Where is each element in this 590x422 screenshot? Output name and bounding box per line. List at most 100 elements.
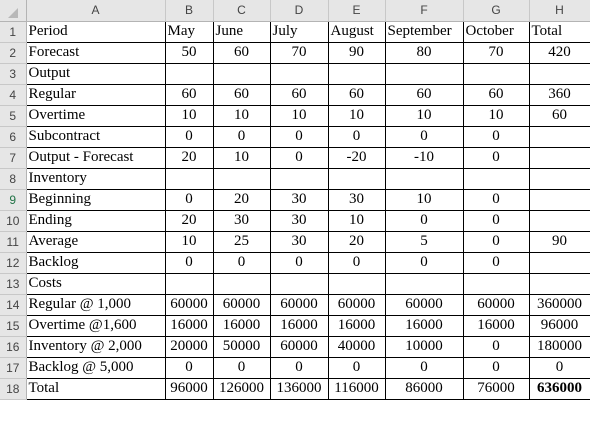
row-header-13[interactable]: 13 xyxy=(0,273,27,295)
cell-f17[interactable]: 0 xyxy=(384,356,464,379)
cell-b2[interactable]: 50 xyxy=(164,41,214,64)
cell-a4[interactable]: Regular xyxy=(25,83,166,106)
cell-b7[interactable]: 20 xyxy=(164,146,214,169)
cell-f7[interactable]: -10 xyxy=(384,146,464,169)
cell-f9[interactable]: 10 xyxy=(384,188,464,211)
cell-c18[interactable]: 126000 xyxy=(212,377,271,400)
cell-d13[interactable] xyxy=(269,272,329,295)
cell-f1[interactable]: September xyxy=(384,20,464,43)
cell-h7[interactable] xyxy=(528,146,590,169)
cell-g5[interactable]: 10 xyxy=(462,104,530,127)
cell-d1[interactable]: July xyxy=(269,20,329,43)
cell-e17[interactable]: 0 xyxy=(327,356,386,379)
cell-h8[interactable] xyxy=(528,167,590,190)
cell-a2[interactable]: Forecast xyxy=(25,41,166,64)
cell-h15[interactable]: 96000 xyxy=(528,314,590,337)
cell-e14[interactable]: 60000 xyxy=(327,293,386,316)
cell-g8[interactable] xyxy=(462,167,530,190)
cell-a16[interactable]: Inventory @ 2,000 xyxy=(25,335,166,358)
cell-d10[interactable]: 30 xyxy=(269,209,329,232)
row-header-16[interactable]: 16 xyxy=(0,336,27,358)
cell-e8[interactable] xyxy=(327,167,386,190)
cell-d14[interactable]: 60000 xyxy=(269,293,329,316)
cell-e6[interactable]: 0 xyxy=(327,125,386,148)
cell-c7[interactable]: 10 xyxy=(212,146,271,169)
cell-e2[interactable]: 90 xyxy=(327,41,386,64)
cell-b8[interactable] xyxy=(164,167,214,190)
row-header-17[interactable]: 17 xyxy=(0,357,27,379)
cell-g3[interactable] xyxy=(462,62,530,85)
cell-d16[interactable]: 60000 xyxy=(269,335,329,358)
cell-b3[interactable] xyxy=(164,62,214,85)
cell-a7[interactable]: Output - Forecast xyxy=(25,146,166,169)
cell-b14[interactable]: 60000 xyxy=(164,293,214,316)
cell-c3[interactable] xyxy=(212,62,271,85)
row-header-1[interactable]: 1 xyxy=(0,21,27,43)
cell-d12[interactable]: 0 xyxy=(269,251,329,274)
cell-e7[interactable]: -20 xyxy=(327,146,386,169)
cell-h11[interactable]: 90 xyxy=(528,230,590,253)
cell-b12[interactable]: 0 xyxy=(164,251,214,274)
cell-h6[interactable] xyxy=(528,125,590,148)
cell-f5[interactable]: 10 xyxy=(384,104,464,127)
row-header-8[interactable]: 8 xyxy=(0,168,27,190)
cell-a5[interactable]: Overtime xyxy=(25,104,166,127)
cell-d15[interactable]: 16000 xyxy=(269,314,329,337)
cell-e9[interactable]: 30 xyxy=(327,188,386,211)
cell-a6[interactable]: Subcontract xyxy=(25,125,166,148)
row-header-18[interactable]: 18 xyxy=(0,378,27,400)
cell-e16[interactable]: 40000 xyxy=(327,335,386,358)
cell-d5[interactable]: 10 xyxy=(269,104,329,127)
cell-a9[interactable]: Beginning xyxy=(25,188,166,211)
cell-a3[interactable]: Output xyxy=(25,62,166,85)
cell-f8[interactable] xyxy=(384,167,464,190)
row-header-14[interactable]: 14 xyxy=(0,294,27,316)
cell-c13[interactable] xyxy=(212,272,271,295)
row-header-7[interactable]: 7 xyxy=(0,147,27,169)
cell-c11[interactable]: 25 xyxy=(212,230,271,253)
cell-c14[interactable]: 60000 xyxy=(212,293,271,316)
cell-b15[interactable]: 16000 xyxy=(164,314,214,337)
cell-a1[interactable]: Period xyxy=(25,20,166,43)
cell-d17[interactable]: 0 xyxy=(269,356,329,379)
column-header-g[interactable]: G xyxy=(463,0,530,22)
cell-h1[interactable]: Total xyxy=(528,20,590,43)
cell-c8[interactable] xyxy=(212,167,271,190)
cell-a17[interactable]: Backlog @ 5,000 xyxy=(25,356,166,379)
cell-a15[interactable]: Overtime @1,600 xyxy=(25,314,166,337)
cell-e4[interactable]: 60 xyxy=(327,83,386,106)
cell-a12[interactable]: Backlog xyxy=(25,251,166,274)
cell-d2[interactable]: 70 xyxy=(269,41,329,64)
cell-b9[interactable]: 0 xyxy=(164,188,214,211)
cell-h10[interactable] xyxy=(528,209,590,232)
cell-h9[interactable] xyxy=(528,188,590,211)
cell-e15[interactable]: 16000 xyxy=(327,314,386,337)
cell-g12[interactable]: 0 xyxy=(462,251,530,274)
cell-c12[interactable]: 0 xyxy=(212,251,271,274)
row-header-5[interactable]: 5 xyxy=(0,105,27,127)
cell-b4[interactable]: 60 xyxy=(164,83,214,106)
cell-c9[interactable]: 20 xyxy=(212,188,271,211)
column-header-f[interactable]: F xyxy=(385,0,464,22)
cell-h2[interactable]: 420 xyxy=(528,41,590,64)
cell-d6[interactable]: 0 xyxy=(269,125,329,148)
cell-f11[interactable]: 5 xyxy=(384,230,464,253)
cell-c17[interactable]: 0 xyxy=(212,356,271,379)
cell-e11[interactable]: 20 xyxy=(327,230,386,253)
cell-f3[interactable] xyxy=(384,62,464,85)
cell-g10[interactable]: 0 xyxy=(462,209,530,232)
row-header-2[interactable]: 2 xyxy=(0,42,27,64)
cell-c16[interactable]: 50000 xyxy=(212,335,271,358)
cell-b11[interactable]: 10 xyxy=(164,230,214,253)
select-all-corner[interactable] xyxy=(0,0,27,22)
cell-g13[interactable] xyxy=(462,272,530,295)
cell-h12[interactable] xyxy=(528,251,590,274)
column-header-e[interactable]: E xyxy=(328,0,386,22)
row-header-11[interactable]: 11 xyxy=(0,231,27,253)
cell-d9[interactable]: 30 xyxy=(269,188,329,211)
cell-g4[interactable]: 60 xyxy=(462,83,530,106)
cell-f16[interactable]: 10000 xyxy=(384,335,464,358)
column-header-c[interactable]: C xyxy=(213,0,271,22)
cell-d7[interactable]: 0 xyxy=(269,146,329,169)
cell-f4[interactable]: 60 xyxy=(384,83,464,106)
